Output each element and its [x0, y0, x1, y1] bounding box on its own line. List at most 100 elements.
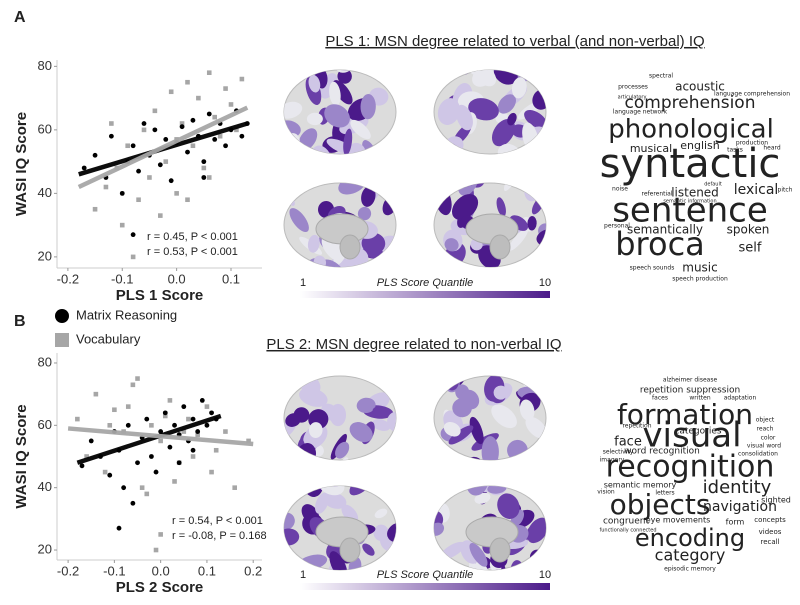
- brain-patch: [442, 376, 465, 377]
- x-tick-label: 0.0: [152, 563, 170, 578]
- point: [162, 413, 168, 419]
- point: [185, 197, 190, 203]
- brain-patches: [434, 70, 546, 154]
- cloud-word: congruent: [603, 517, 650, 527]
- brain-patch: [331, 458, 356, 486]
- cloud-word: repetition: [622, 423, 651, 430]
- point: [217, 133, 223, 139]
- point: [116, 525, 122, 531]
- brain-stem: [489, 234, 511, 260]
- point: [201, 159, 207, 165]
- point: [107, 423, 113, 428]
- brain-patch: [329, 403, 347, 427]
- point: [84, 454, 89, 459]
- brain-patch: [329, 551, 348, 570]
- fit-line: [76, 413, 222, 465]
- x-tick-label: 0.1: [222, 271, 240, 286]
- cloud-word: heard: [763, 145, 781, 152]
- cloud-word: semantically: [627, 223, 703, 237]
- cloud-word: adaptation: [724, 395, 757, 402]
- brain-patch: [507, 112, 517, 126]
- point: [228, 102, 234, 107]
- brain-patch: [284, 101, 303, 119]
- cloud-word: recall: [760, 538, 779, 546]
- brain-patch: [456, 104, 473, 131]
- brain-patch: [466, 486, 489, 496]
- cloud-word: functionally connected: [600, 528, 657, 534]
- brain-patch: [315, 492, 329, 514]
- point: [153, 469, 159, 475]
- brain-patch: [452, 398, 472, 418]
- point: [130, 500, 136, 506]
- brain-patch: [491, 404, 517, 429]
- brain-patch: [304, 43, 317, 62]
- cloud-word: music: [682, 261, 717, 275]
- cloud-word: object: [756, 417, 775, 424]
- point: [125, 404, 131, 409]
- point: [135, 460, 140, 466]
- cloud-word: faces: [652, 395, 668, 402]
- brain-patch: [527, 216, 537, 231]
- point: [239, 76, 245, 82]
- point: [223, 143, 228, 149]
- brain-patch: [361, 186, 376, 207]
- cloud-word: speech production: [672, 276, 728, 283]
- point: [158, 213, 163, 218]
- cloud-word: letters: [655, 490, 674, 497]
- cloud-word: imagery: [600, 457, 625, 464]
- cloud-word: pitch: [778, 187, 793, 194]
- point: [190, 416, 196, 422]
- cloud-word: categories: [674, 427, 721, 437]
- brain-patch: [350, 119, 371, 140]
- legend-marker: [55, 309, 69, 323]
- y-tick-label: 80: [38, 354, 52, 369]
- point: [108, 133, 114, 139]
- panel-title: PLS 2: MSN degree related to non-verbal …: [266, 336, 561, 353]
- point: [75, 416, 80, 422]
- point: [223, 429, 228, 434]
- point: [107, 472, 113, 478]
- brain-patch: [294, 152, 314, 154]
- cloud-word: vision: [597, 489, 615, 496]
- brain-patch: [469, 416, 484, 445]
- point: [209, 410, 214, 416]
- brain-stem: [339, 537, 361, 563]
- point: [213, 447, 219, 453]
- point: [185, 149, 190, 155]
- cloud-word: form: [726, 518, 745, 527]
- cloud-word: lexical: [734, 182, 779, 198]
- point: [92, 152, 98, 158]
- annotation: r = 0.53, P < 0.001: [147, 246, 238, 258]
- y-axis-label: WASI IQ Score: [13, 112, 30, 216]
- point: [199, 397, 205, 403]
- point: [201, 175, 207, 180]
- brain-patch: [362, 543, 375, 556]
- point: [179, 121, 185, 126]
- brain-patch: [285, 413, 301, 427]
- annotation: r = 0.45, P < 0.001: [147, 231, 238, 243]
- point: [149, 423, 154, 428]
- brain-stem: [339, 234, 361, 260]
- cloud-word: color: [761, 435, 776, 442]
- cloud-word: comprehension: [625, 93, 756, 113]
- point: [136, 168, 141, 174]
- cloud-word: language network: [613, 109, 668, 116]
- point: [144, 491, 150, 497]
- point: [168, 178, 174, 184]
- point: [201, 165, 207, 171]
- point: [181, 404, 187, 410]
- cloud-word: default: [704, 182, 722, 188]
- point: [144, 416, 150, 422]
- panel-label: B: [14, 313, 26, 330]
- brain-patch: [437, 98, 460, 125]
- brain-patch: [468, 98, 499, 121]
- colorbar-min: 1: [300, 277, 306, 289]
- cloud-word: objects: [610, 488, 711, 521]
- cloud-word: selectivity: [603, 449, 634, 456]
- point: [130, 143, 136, 149]
- point: [130, 382, 136, 388]
- point: [234, 127, 239, 133]
- brain-patch: [343, 128, 353, 154]
- point: [232, 485, 237, 490]
